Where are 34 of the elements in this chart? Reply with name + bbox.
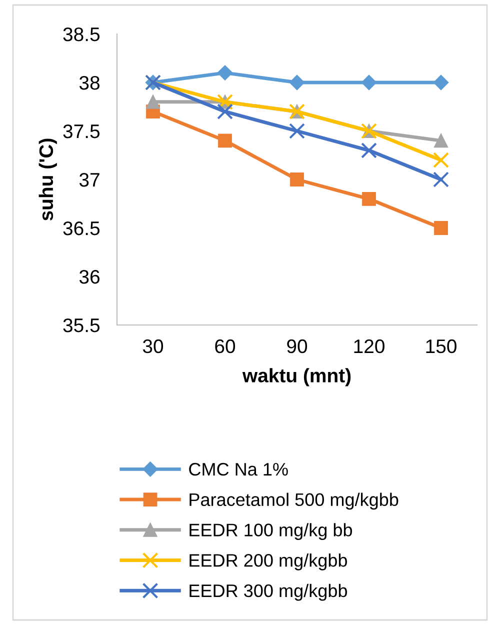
point (434, 221, 448, 235)
legend-label: Paracetamol 500 mg/kgbb (190, 492, 398, 510)
point (362, 192, 376, 206)
y-axis-title: suhu ('C) (38, 138, 57, 221)
point (217, 65, 233, 80)
point (289, 74, 305, 90)
y-tick-label: 37 (79, 172, 100, 187)
legend-label: EEDR 200 mg/kgbb (190, 554, 348, 570)
y-tick-label: 35.5 (63, 318, 100, 332)
point (434, 134, 448, 148)
point (433, 74, 449, 90)
x-tick-label: 150 (426, 339, 456, 354)
point (361, 142, 377, 158)
x-tick-label: 90 (287, 339, 308, 354)
point (433, 172, 449, 188)
x-tick-label: 60 (215, 339, 236, 354)
legend-label: EEDR 300 mg/kgbb (190, 584, 348, 601)
legend-label: EEDR 100 mg/kg bb (190, 523, 352, 540)
x-tick-label: 30 (142, 339, 164, 354)
point (146, 94, 160, 109)
x-tick-label: 120 (354, 339, 384, 354)
point (289, 123, 305, 139)
y-tick-label: 38 (79, 76, 100, 90)
y-tick-label: 38.5 (63, 27, 100, 42)
point (290, 172, 304, 186)
point (361, 74, 377, 90)
y-tick-label: 37.5 (63, 124, 100, 138)
y-tick-label: 36.5 (63, 221, 100, 236)
point (217, 104, 233, 120)
x-axis-title: waktu (mnt) (242, 368, 351, 386)
y-tick-label: 36 (79, 270, 100, 284)
point (218, 134, 232, 148)
point (433, 152, 449, 168)
legend-label: CMC Na 1% (189, 462, 288, 476)
